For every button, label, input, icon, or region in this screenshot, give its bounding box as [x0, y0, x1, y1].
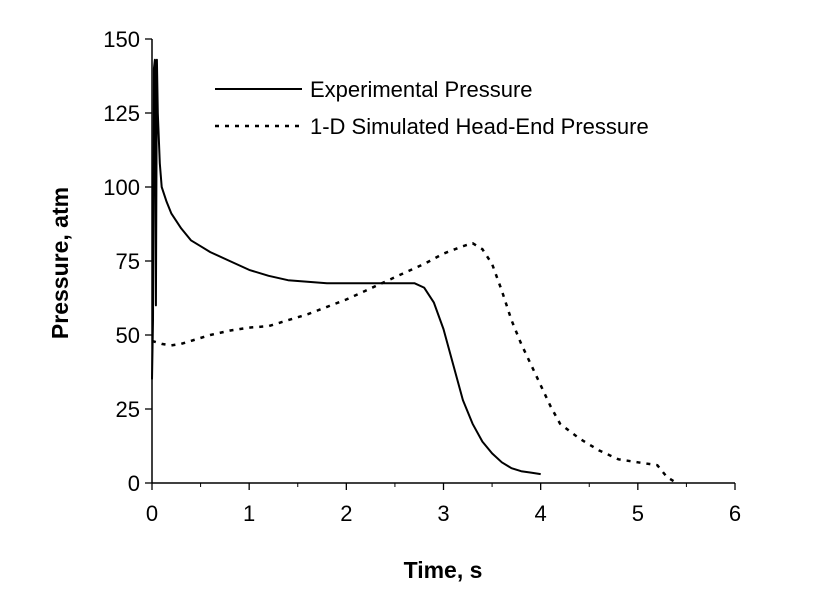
x-axis-title: Time, s: [404, 557, 483, 583]
x-tick-label: 4: [535, 501, 547, 526]
x-tick-label: 2: [340, 501, 352, 526]
y-axis-title: Pressure, atm: [47, 187, 73, 339]
legend-label-experimental: Experimental Pressure: [310, 77, 533, 102]
legend: Experimental Pressure 1-D Simulated Head…: [215, 77, 649, 139]
x-tick-label: 6: [729, 501, 741, 526]
x-tick-label: 0: [146, 501, 158, 526]
plot-frame: [151, 39, 735, 484]
y-tick-label: 75: [116, 249, 140, 274]
y-axis-ticks: 0 25 50 75 100 125 150: [103, 27, 152, 496]
series-line-simulated: [151, 241, 678, 485]
y-tick-label: 50: [116, 323, 140, 348]
x-axis-ticks: 0 1 2 3 4 5 6: [146, 483, 741, 526]
x-tick-label: 5: [632, 501, 644, 526]
y-tick-label: 100: [103, 175, 140, 200]
x-tick-label: 3: [437, 501, 449, 526]
y-tick-label: 150: [103, 27, 140, 52]
series-line-experimental: [151, 58, 541, 476]
y-tick-label: 25: [116, 397, 140, 422]
series-layer: [151, 58, 678, 485]
y-tick-label: 0: [128, 471, 140, 496]
x-tick-label: 1: [243, 501, 255, 526]
legend-label-simulated: 1-D Simulated Head-End Pressure: [310, 114, 649, 139]
y-tick-label: 125: [103, 101, 140, 126]
